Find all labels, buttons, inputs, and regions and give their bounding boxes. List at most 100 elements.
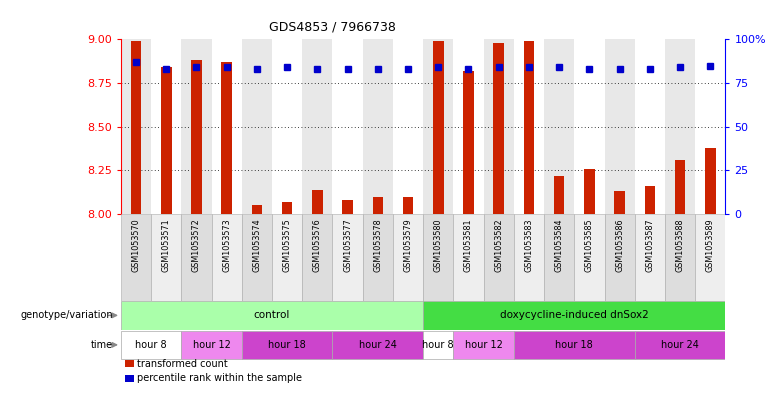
Text: time: time [91,340,113,350]
Bar [303,39,332,214]
Bar [151,39,182,214]
Bar [161,67,172,214]
Bar [453,214,484,301]
Bar [423,301,725,329]
Bar [121,214,151,301]
Bar [393,214,424,301]
Bar [303,214,332,301]
Bar [242,214,272,301]
Bar [584,169,594,214]
Bar [604,39,635,214]
Bar [433,41,444,214]
Bar [453,331,514,359]
Bar [514,39,544,214]
Bar [484,39,514,214]
Bar [615,191,625,214]
Text: GSM1053584: GSM1053584 [555,219,564,272]
Bar [363,214,393,301]
Bar [423,331,453,359]
Text: GSM1053578: GSM1053578 [374,219,382,272]
Bar [272,214,303,301]
Text: GSM1053588: GSM1053588 [675,219,685,272]
Bar [272,39,303,214]
Bar [544,39,574,214]
Text: GSM1053586: GSM1053586 [615,219,624,272]
Bar [121,39,151,214]
Bar [484,214,514,301]
Text: hour 18: hour 18 [268,340,306,350]
Bar [211,214,242,301]
Text: GSM1053570: GSM1053570 [132,219,140,272]
Text: hour 24: hour 24 [359,340,397,350]
Text: hour 12: hour 12 [465,340,502,350]
Text: GSM1053576: GSM1053576 [313,219,322,272]
Text: genotype/variation: genotype/variation [20,310,113,320]
Text: GSM1053581: GSM1053581 [464,219,473,272]
Bar [523,41,534,214]
Text: GSM1053575: GSM1053575 [282,219,292,272]
Text: GSM1053582: GSM1053582 [495,219,503,272]
Bar [644,186,655,214]
Bar [121,301,424,329]
Bar [695,39,725,214]
Bar [675,160,686,214]
Bar [252,206,262,214]
Text: GSM1053574: GSM1053574 [253,219,261,272]
Text: GSM1053577: GSM1053577 [343,219,352,272]
Text: GSM1053589: GSM1053589 [706,219,714,272]
Bar [222,62,232,214]
Bar [373,196,383,214]
Text: transformed count: transformed count [137,358,228,369]
Bar [393,39,424,214]
Bar [514,214,544,301]
Bar [151,214,182,301]
Text: hour 18: hour 18 [555,340,593,350]
Text: doxycycline-induced dnSox2: doxycycline-induced dnSox2 [500,310,649,320]
Text: GSM1053572: GSM1053572 [192,219,201,272]
Bar [182,39,211,214]
Bar [332,39,363,214]
Bar [211,39,242,214]
Bar [423,214,453,301]
Bar [332,214,363,301]
Bar [463,71,473,214]
Bar [182,214,211,301]
Bar [554,176,565,214]
Bar [665,214,695,301]
Bar [544,214,574,301]
Title: GDS4853 / 7966738: GDS4853 / 7966738 [269,20,396,33]
Bar [282,202,292,214]
Text: control: control [254,310,290,320]
Bar [695,214,725,301]
Bar [494,43,504,214]
Bar [242,39,272,214]
Text: GSM1053585: GSM1053585 [585,219,594,272]
Text: hour 12: hour 12 [193,340,231,350]
Text: GSM1053571: GSM1053571 [161,219,171,272]
Text: percentile rank within the sample: percentile rank within the sample [137,373,303,384]
Bar [402,196,413,214]
Text: GSM1053583: GSM1053583 [524,219,534,272]
Bar [514,331,635,359]
Bar [635,331,725,359]
Bar [242,331,332,359]
Bar [705,148,715,214]
Bar [635,214,665,301]
Bar [342,200,353,214]
Text: GSM1053580: GSM1053580 [434,219,443,272]
Bar [363,39,393,214]
Bar [665,39,695,214]
Bar [635,39,665,214]
Bar [604,214,635,301]
Bar [332,331,424,359]
Bar [131,41,141,214]
Text: hour 8: hour 8 [135,340,167,350]
Text: GSM1053587: GSM1053587 [645,219,654,272]
Bar [312,190,323,214]
Text: hour 24: hour 24 [661,340,699,350]
Text: GSM1053579: GSM1053579 [403,219,413,272]
Bar [574,39,605,214]
Text: GSM1053573: GSM1053573 [222,219,231,272]
Bar [191,60,202,214]
Bar [121,331,182,359]
